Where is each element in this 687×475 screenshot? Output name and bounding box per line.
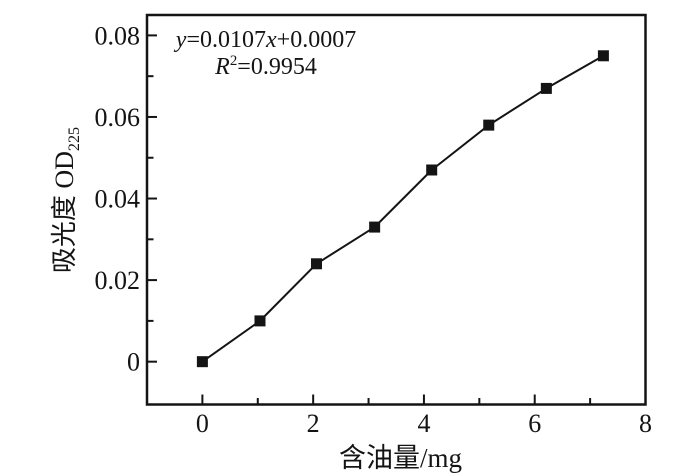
y-tick-label: 0.06 — [95, 103, 141, 132]
equation-var-x: x — [266, 27, 277, 53]
data-point-marker — [369, 221, 381, 233]
x-tick-label: 8 — [639, 409, 652, 438]
x-tick-label: 4 — [417, 409, 430, 438]
y-tick-label: 0 — [127, 348, 140, 377]
data-point-marker — [597, 50, 609, 62]
data-point-marker — [254, 315, 266, 327]
data-point-marker — [540, 82, 552, 94]
plot-frame — [145, 13, 647, 406]
fit-annotation: y=0.0107x+0.0007 R2=0.9954 — [133, 27, 399, 81]
equation-var-y: y — [175, 27, 187, 53]
data-point-marker — [310, 258, 322, 270]
y-axis-title: 吸光度 OD225 — [50, 126, 84, 274]
r-symbol: R — [215, 54, 230, 80]
x-axis-title: 含油量/mg — [338, 443, 462, 473]
data-point-marker — [196, 356, 208, 368]
data-point-marker — [483, 119, 495, 131]
data-line — [201, 54, 604, 363]
data-point-marker — [426, 164, 438, 176]
y-axis-title-subscript: 225 — [66, 126, 84, 152]
y-tick-label: 0.04 — [95, 185, 141, 214]
x-tick-label: 0 — [196, 409, 209, 438]
regression-equation: y=0.0107x+0.0007 — [175, 27, 357, 53]
y-tick-label: 0.02 — [95, 266, 141, 295]
r-squared-value: R2=0.9954 — [215, 53, 317, 80]
y-tick-label: 0.08 — [95, 21, 141, 50]
x-tick-label: 2 — [307, 409, 320, 438]
x-tick-label: 6 — [528, 409, 541, 438]
